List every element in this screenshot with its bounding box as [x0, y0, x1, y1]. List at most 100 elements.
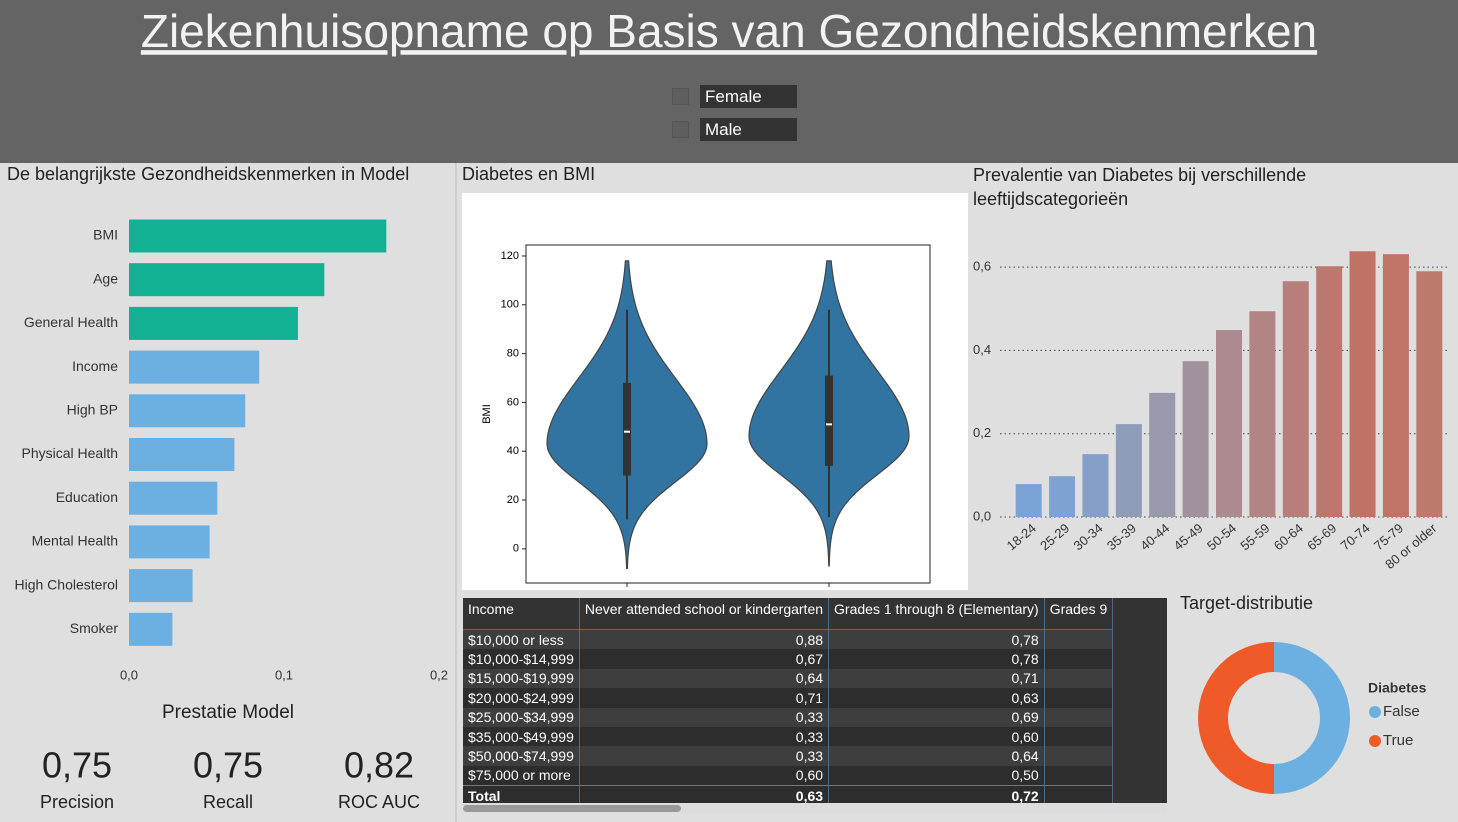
y-tick-label: 120: [501, 250, 519, 262]
table-cell: 0,69: [828, 707, 1045, 727]
x-tick-label: 55-59: [1237, 520, 1272, 553]
y-tick-label: General Health: [24, 314, 118, 330]
y-tick-label: 80: [507, 348, 519, 360]
table-cell: 0,33: [579, 707, 830, 727]
gender-slicer: Female Male: [672, 84, 797, 150]
bar: [129, 350, 260, 384]
checkbox[interactable]: [672, 120, 689, 138]
bar: [129, 612, 173, 646]
table-cell: 0,60: [828, 726, 1045, 747]
panel-title: Diabetes en BMI: [462, 164, 595, 184]
checkbox[interactable]: [672, 87, 689, 105]
column-header[interactable]: Income: [463, 598, 580, 630]
bar: [1082, 454, 1109, 517]
y-tick-label: Smoker: [70, 620, 119, 636]
x-tick-label: 0,1: [275, 667, 293, 682]
y-tick-label: 0,0: [973, 508, 991, 523]
table-cell: $20,000-$24,999: [463, 688, 580, 708]
table-cell: [1044, 785, 1114, 803]
table-cell: 0,63: [828, 688, 1045, 708]
table-cell: $35,000-$49,999: [463, 726, 580, 747]
y-tick-label: High BP: [67, 402, 118, 418]
slicer-item[interactable]: Male: [672, 117, 797, 141]
scrollbar[interactable]: [463, 803, 1167, 813]
legend-swatch: [1369, 735, 1381, 747]
bar: [1349, 251, 1376, 517]
bar: [1416, 271, 1443, 517]
table-row: $75,000 or more 0,60 0,50: [463, 765, 1114, 786]
bar: [1316, 266, 1343, 517]
table-cell: $25,000-$34,999: [463, 707, 580, 727]
y-tick-label: BMI: [93, 227, 118, 243]
table-cell: 0,72: [828, 785, 1045, 803]
bar: [129, 394, 246, 428]
panel-title: Target-distributie: [1180, 593, 1313, 613]
y-tick-label: Education: [56, 489, 118, 505]
x-tick-label: 35-39: [1104, 520, 1139, 553]
donut-slice: [1274, 642, 1350, 794]
y-tick-label: 100: [501, 299, 519, 311]
table-cell: [1044, 649, 1114, 669]
table-row: $50,000-$74,999 0,33 0,64: [463, 746, 1114, 766]
bar: [1182, 361, 1209, 517]
bar: [1015, 484, 1042, 517]
bar: [1049, 476, 1076, 517]
table-cell: 0,71: [828, 668, 1045, 689]
panel-title: Prevalentie van Diabetes bij verschillen…: [973, 165, 1307, 209]
table-cell: [1044, 668, 1114, 689]
y-tick-label: 0,4: [973, 342, 991, 357]
y-tick-label: 40: [507, 445, 519, 457]
donut-slice: [1198, 642, 1274, 794]
bar: [129, 263, 325, 297]
table-row: $25,000-$34,999 0,33 0,69: [463, 707, 1114, 727]
x-tick-label: 0,0: [120, 667, 138, 682]
y-tick-label: High Cholesterol: [15, 576, 119, 592]
kpi-label: ROC AUC: [338, 792, 420, 812]
table-cell: 0,63: [579, 785, 830, 803]
table-row: $10,000-$14,999 0,67 0,78: [463, 649, 1114, 669]
bar: [129, 438, 235, 471]
scroll-thumb[interactable]: [463, 805, 681, 812]
x-tick-label: 45-49: [1171, 520, 1206, 553]
bar: [1249, 311, 1276, 517]
x-tick-label: 30-34: [1070, 520, 1105, 553]
iqr-box: [825, 375, 833, 466]
header-row: Income Never attended school or kindergar…: [463, 598, 1114, 630]
y-tick-label: 0,2: [973, 425, 991, 440]
x-tick-label: 0,2: [430, 667, 448, 682]
y-tick-label: 20: [507, 494, 519, 506]
bar: [1115, 424, 1142, 517]
bar: [1216, 329, 1242, 517]
slicer-label[interactable]: Male: [700, 117, 797, 141]
x-tick-label: 70-74: [1338, 520, 1373, 553]
table-cell: [1044, 629, 1114, 650]
column-header[interactable]: Grades 1 through 8 (Elementary): [828, 598, 1045, 630]
kpi-value: 0,82: [344, 745, 414, 786]
table-row: $35,000-$49,999 0,33 0,60: [463, 726, 1114, 747]
bar: [129, 525, 210, 559]
table: Income Never attended school or kindergar…: [463, 598, 1114, 803]
table-cell: 0,33: [579, 726, 830, 747]
bar: [129, 306, 298, 340]
table-cell: 0,67: [579, 649, 830, 669]
column-header[interactable]: Grades 9: [1044, 598, 1114, 630]
bar: [1282, 281, 1309, 517]
table-cell: [1044, 746, 1114, 766]
iqr-box: [623, 382, 631, 476]
x-tick-label: 60-64: [1271, 520, 1306, 553]
table-cell: $50,000-$74,999: [463, 746, 580, 766]
x-tick-label: 65-69: [1304, 520, 1339, 553]
column-header[interactable]: Never attended school or kindergarten: [579, 598, 830, 630]
table-cell: [1044, 688, 1114, 708]
y-axis-label: BMI: [481, 404, 493, 424]
kpi-title: Prestatie Model: [162, 702, 294, 723]
slicer-item[interactable]: Female: [672, 84, 797, 108]
slicer-label[interactable]: Female: [700, 84, 797, 108]
x-tick-label: 25-29: [1037, 520, 1072, 553]
kpi-label: Recall: [203, 792, 253, 812]
bar: [1382, 254, 1409, 517]
table-cell: $10,000-$14,999: [463, 649, 580, 669]
plot-frame: [525, 244, 931, 584]
